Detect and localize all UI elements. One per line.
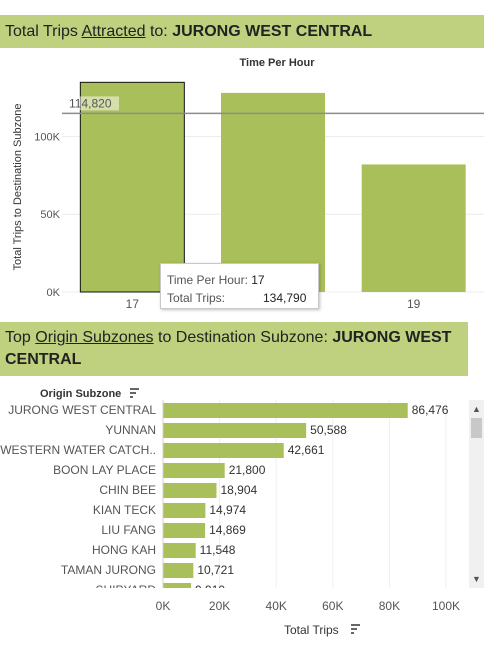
y-tick-label: 50K	[40, 209, 60, 221]
vertical-scrollbar[interactable]: ▲ ▼	[469, 400, 484, 588]
header-link-attracted[interactable]: Attracted	[81, 23, 146, 40]
value-label: 11,548	[200, 543, 236, 557]
subzone-label: HONG KAH	[92, 543, 156, 557]
tooltip-label-trips: Total Trips:	[167, 291, 226, 305]
header-middle: to:	[145, 23, 173, 40]
subzone-label: WESTERN WATER CATCH..	[0, 443, 156, 457]
bar-subzone	[163, 583, 192, 588]
bar-rows: JURONG WEST CENTRAL 86,476 YUNNAN 50,588 WES…	[0, 400, 449, 597]
bar-subzone	[163, 443, 284, 458]
x-tick-label: 17	[126, 297, 140, 311]
scroll-up-icon[interactable]: ▲	[472, 404, 481, 414]
value-label: 86,476	[412, 403, 449, 417]
reference-label-bg	[67, 96, 119, 111]
bar-subzone	[163, 563, 194, 578]
subzone-label: TAMAN JURONG	[61, 563, 156, 577]
value-label: 9,910	[195, 583, 225, 597]
x-axis-label: Total Trips	[284, 623, 339, 637]
bar-subzone	[163, 423, 307, 438]
subzone-label: LIU FANG	[101, 523, 156, 537]
bar-subzone	[163, 463, 225, 478]
bar-hour-18	[221, 92, 325, 292]
value-label: 10,721	[197, 563, 234, 577]
chart-tooltip: Time Per Hour: 17 Total Trips: 134,790	[160, 263, 319, 309]
header-place: JURONG WEST CENTRAL	[5, 329, 452, 368]
header-prefix: Top	[5, 329, 36, 346]
x-tick-label: 0K	[156, 599, 171, 613]
bar-subzone	[163, 483, 217, 498]
value-label: 50,588	[310, 423, 347, 437]
bar-hour-17	[79, 81, 185, 293]
scroll-thumb[interactable]	[471, 418, 482, 438]
subzone-label: KIAN TECK	[93, 503, 156, 517]
bar-hour-19	[361, 164, 466, 292]
bar-subzone	[163, 543, 196, 558]
x-tick-label: 20K	[209, 599, 230, 613]
reference-line-label: 114,820	[69, 96, 112, 110]
bar-subzone	[163, 403, 408, 418]
bar-subzone	[163, 523, 206, 538]
subzone-label: BOON LAY PLACE	[53, 463, 156, 477]
header-place: JURONG WEST CENTRAL	[172, 23, 373, 40]
bar-subzone	[163, 503, 206, 518]
y-axis-label: Total Trips to Destination Subzone	[12, 104, 24, 271]
header-link-origin-subzones[interactable]: Origin Subzones	[35, 329, 154, 346]
subzone-label: YUNNAN	[105, 423, 156, 437]
value-label: 18,904	[220, 483, 257, 497]
bottom-section-header: Top Origin Subzones to Destination Subzo…	[0, 322, 468, 376]
time-per-hour-chart[interactable]: Time Per Hour Total Trips to Destination …	[0, 52, 496, 320]
x-tick-label: 19	[407, 297, 421, 311]
sort-icon	[351, 624, 360, 634]
tooltip-label-hour: Time Per Hour:	[167, 273, 248, 287]
x-tick-label: 40K	[266, 599, 287, 613]
subzone-label: SHIPYARD	[96, 583, 157, 597]
value-label: 14,974	[209, 503, 246, 517]
y-tick-label: 100K	[34, 131, 60, 143]
origin-subzone-chart[interactable]: JURONG WEST CENTRAL 86,476 YUNNAN 50,588 WES…	[0, 380, 496, 662]
x-tick-label: 60K	[322, 599, 343, 613]
value-label: 42,661	[288, 443, 325, 457]
value-label: 21,800	[229, 463, 266, 477]
x-tick-label: 100K	[432, 599, 460, 613]
scroll-down-icon[interactable]: ▼	[472, 574, 481, 584]
x-tick-label: 80K	[379, 599, 400, 613]
origin-subzone-header: Origin Subzone	[40, 388, 121, 400]
sort-icon	[130, 388, 139, 398]
tooltip-value-trips: 134,790	[263, 291, 307, 305]
header-middle: to Destination Subzone:	[153, 329, 333, 346]
subzone-label: CHIN BEE	[99, 483, 156, 497]
y-tick-label: 0K	[47, 287, 61, 299]
chart-title: Time Per Hour	[240, 57, 316, 69]
subzone-label: JURONG WEST CENTRAL	[8, 403, 156, 417]
header-prefix: Total Trips	[5, 23, 82, 40]
top-section-header: Total Trips Attracted to: JURONG WEST CE…	[0, 15, 484, 48]
value-label: 14,869	[209, 523, 246, 537]
tooltip-value-hour: 17	[251, 273, 265, 287]
